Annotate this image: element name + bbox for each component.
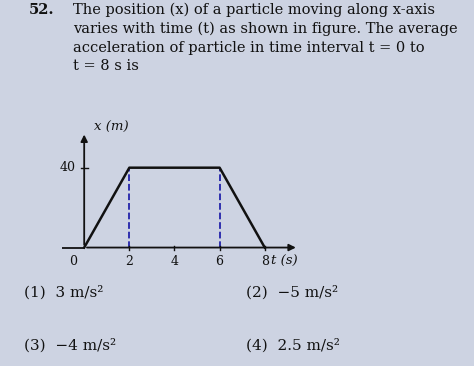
Text: The position (x) of a particle moving along x-axis
varies with time (t) as shown: The position (x) of a particle moving al… — [73, 3, 458, 73]
Text: (2)  −5 m/s²: (2) −5 m/s² — [246, 285, 338, 299]
Text: 6: 6 — [216, 254, 224, 268]
Text: t (s): t (s) — [271, 254, 298, 268]
Text: 40: 40 — [59, 161, 75, 174]
Text: 52.: 52. — [28, 3, 54, 17]
Text: (4)  2.5 m/s²: (4) 2.5 m/s² — [246, 338, 340, 353]
Text: 2: 2 — [126, 254, 133, 268]
Text: x (m): x (m) — [94, 120, 129, 134]
Text: 8: 8 — [261, 254, 269, 268]
Text: 0: 0 — [69, 254, 77, 268]
Text: 4: 4 — [171, 254, 179, 268]
Text: (1)  3 m/s²: (1) 3 m/s² — [24, 285, 103, 299]
Text: (3)  −4 m/s²: (3) −4 m/s² — [24, 338, 116, 353]
